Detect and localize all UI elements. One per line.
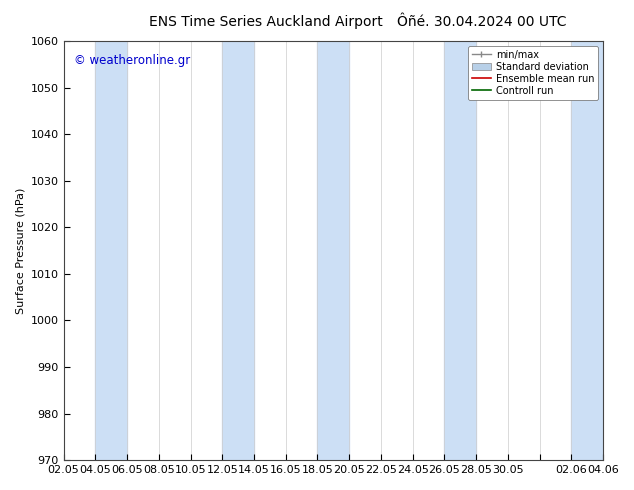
Text: © weatheronline.gr: © weatheronline.gr — [74, 53, 191, 67]
Bar — [571, 41, 603, 460]
Bar — [444, 41, 476, 460]
Text: ENS Time Series Auckland Airport: ENS Time Series Auckland Airport — [150, 15, 383, 29]
Legend: min/max, Standard deviation, Ensemble mean run, Controll run: min/max, Standard deviation, Ensemble me… — [468, 46, 598, 99]
Bar — [223, 41, 254, 460]
Y-axis label: Surface Pressure (hPa): Surface Pressure (hPa) — [15, 187, 25, 314]
Text: Ôñé. 30.04.2024 00 UTC: Ôñé. 30.04.2024 00 UTC — [397, 15, 567, 29]
Bar — [318, 41, 349, 460]
Bar — [95, 41, 127, 460]
